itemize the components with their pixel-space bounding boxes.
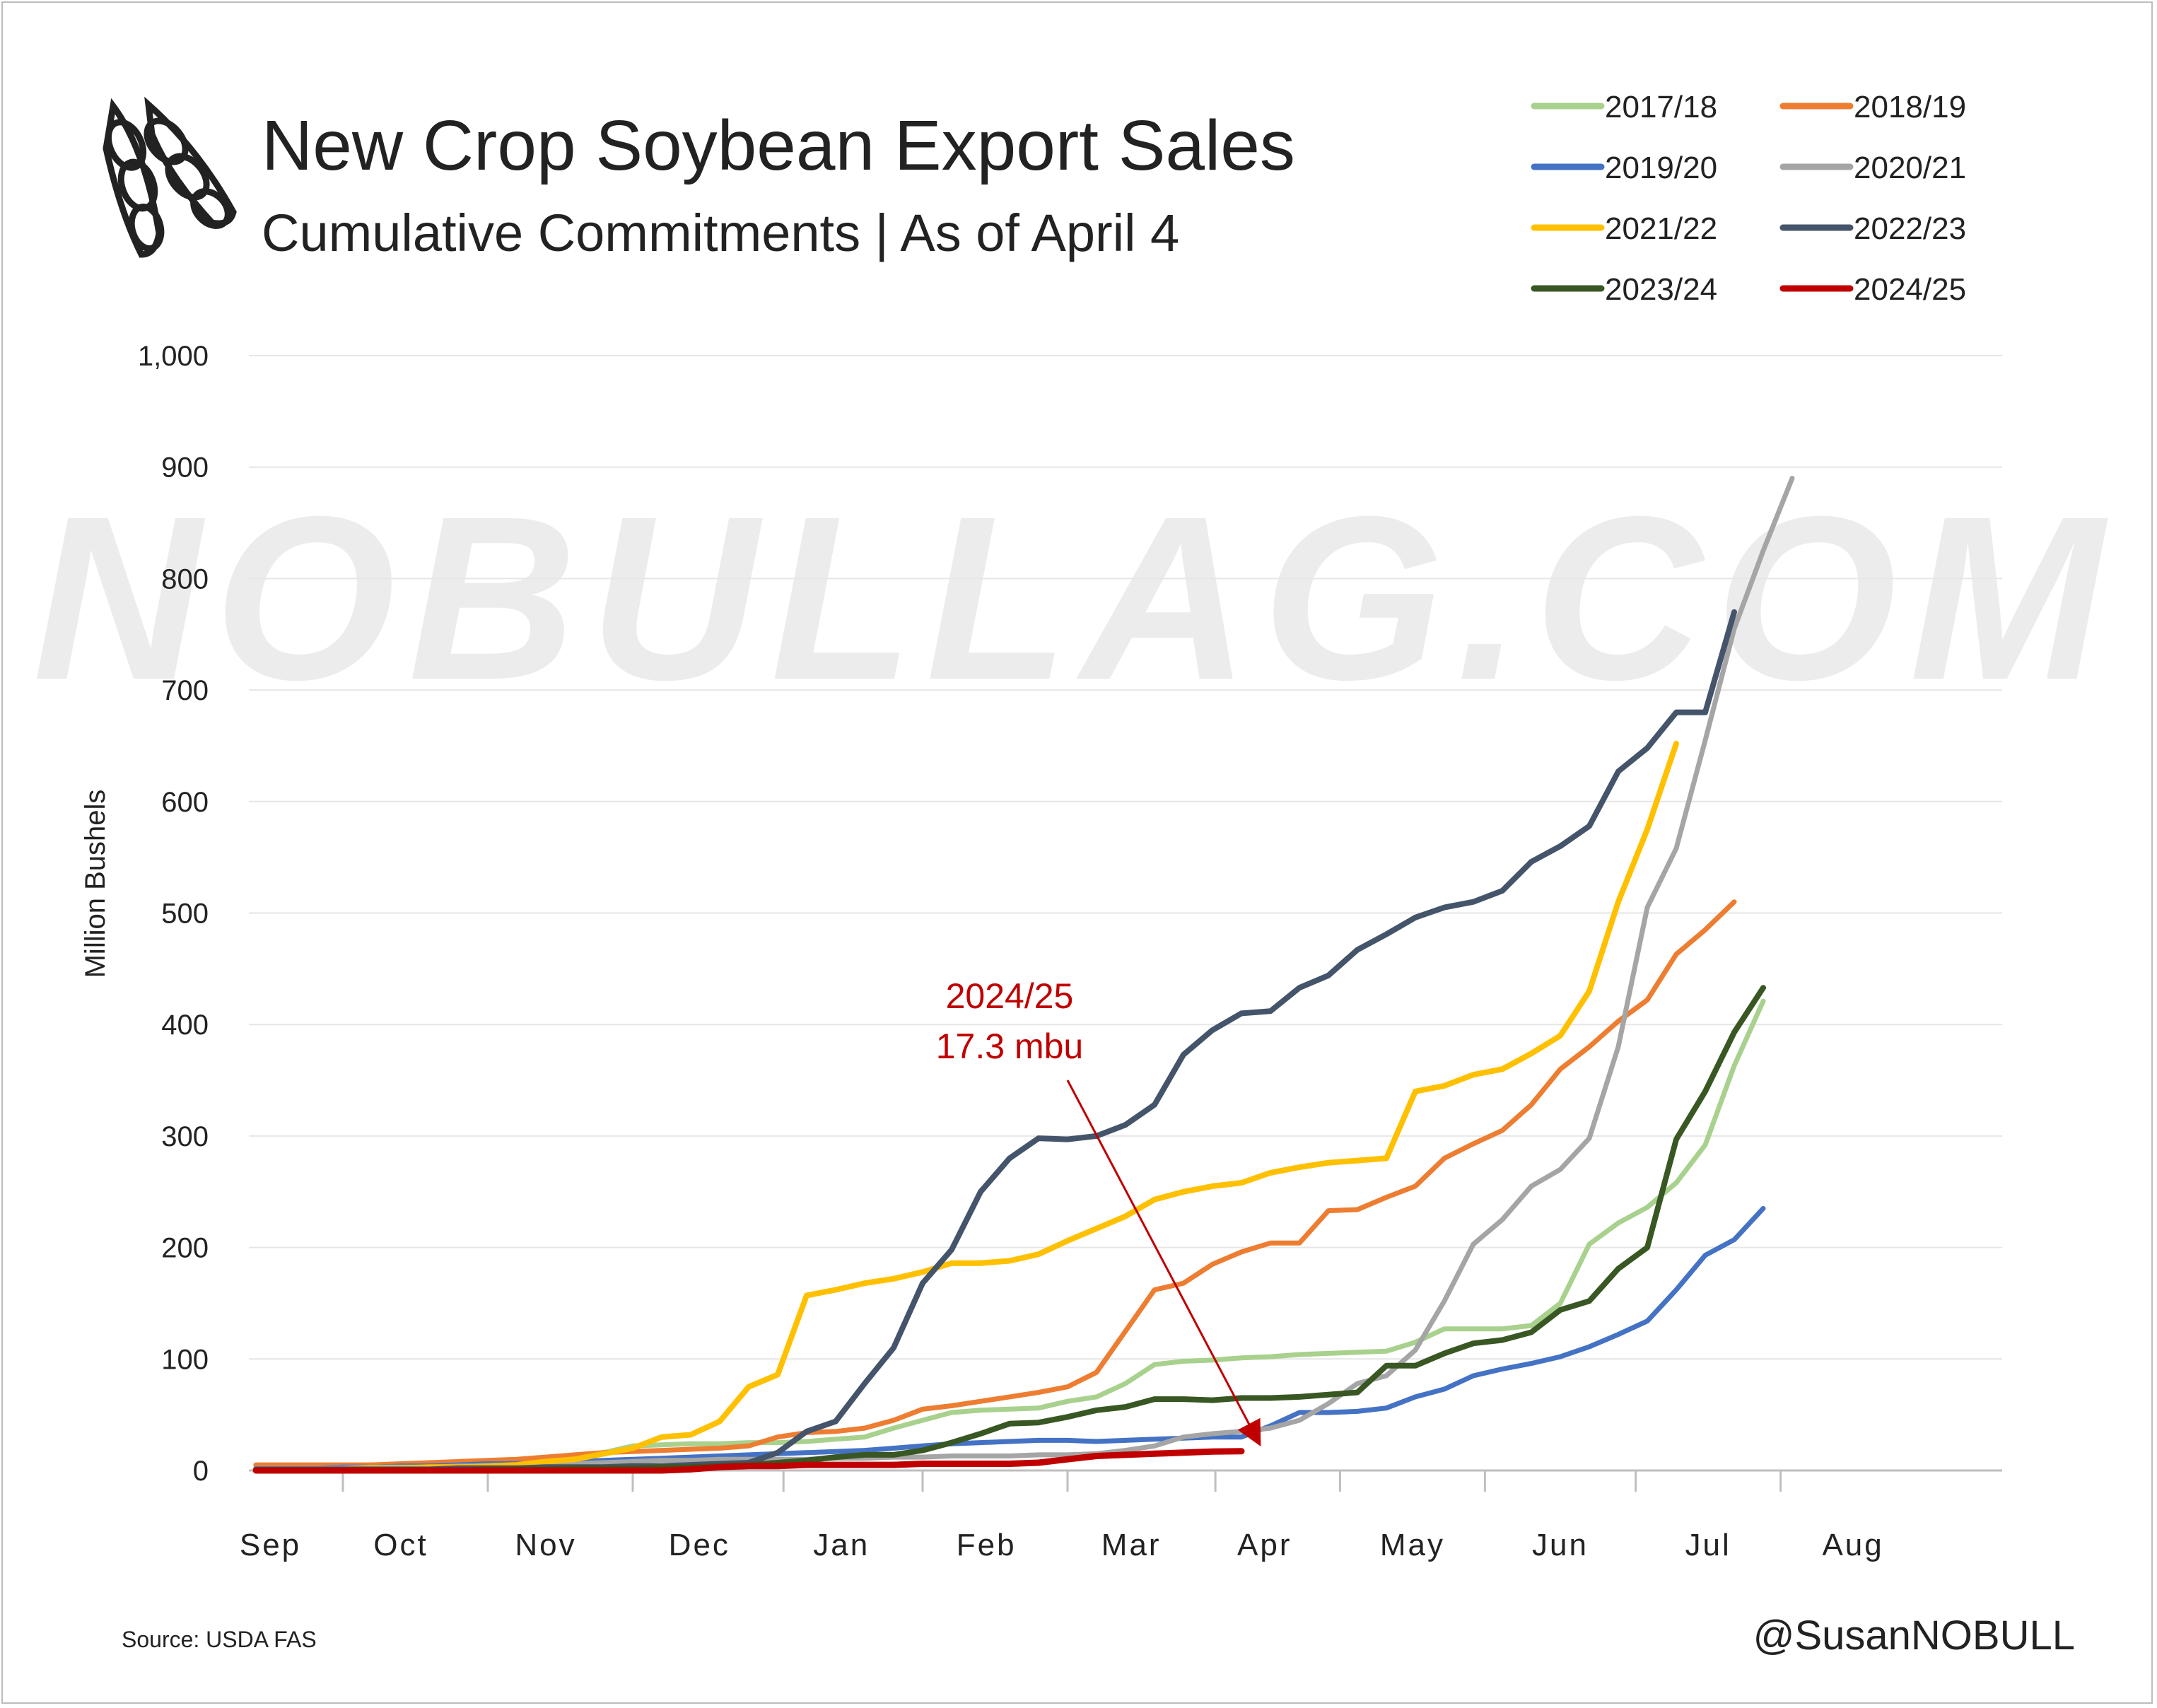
y-tick-label: 700 bbox=[161, 675, 209, 706]
chart-title: New Crop Soybean Export Sales bbox=[262, 106, 1295, 185]
series-line-2024-25 bbox=[252, 1448, 1245, 1474]
x-tick-label: Apr bbox=[1237, 1528, 1292, 1562]
legend-label: 2019/20 bbox=[1605, 151, 1717, 185]
x-tick-labels: Sep Oct Nov Dec Jan Feb Mar Apr May Jun Jul Aug bbox=[240, 1470, 1883, 1562]
source-note: Source: USDA FAS bbox=[122, 1627, 317, 1652]
chart-subtitle: Cumulative Commitments | As of April 4 bbox=[262, 204, 1179, 262]
y-tick-label: 100 bbox=[161, 1344, 209, 1375]
x-tick-label: Oct bbox=[373, 1528, 428, 1562]
y-axis-label: Million Bushels bbox=[80, 790, 111, 978]
x-tick-label: Jan bbox=[813, 1528, 870, 1562]
legend-label: 2021/22 bbox=[1605, 211, 1717, 246]
annotation-label-year: 2024/25 bbox=[946, 976, 1074, 1016]
legend: 2017/18 2018/19 2019/20 2020/21 2021/22 2022/… bbox=[1531, 90, 1966, 307]
series-line-2021-22 bbox=[253, 740, 1679, 1473]
author-handle: @SusanNOBULL bbox=[1753, 1613, 2075, 1659]
y-tick-label: 0 bbox=[193, 1456, 209, 1487]
x-tick-label: Mar bbox=[1101, 1528, 1162, 1562]
x-tick-label: Feb bbox=[957, 1528, 1017, 1562]
legend-label: 2024/25 bbox=[1854, 272, 1966, 307]
x-tick-label: Jul bbox=[1685, 1528, 1731, 1562]
watermark: NOBULLAG.COM bbox=[33, 467, 2116, 728]
grid-lines bbox=[249, 355, 2002, 1472]
legend-label: 2018/19 bbox=[1854, 90, 1966, 124]
annotation-label-value: 17.3 mbu bbox=[936, 1026, 1083, 1066]
soybean-pod-icon bbox=[103, 96, 237, 258]
y-tick-label: 600 bbox=[161, 787, 209, 818]
annotation-arrow bbox=[1066, 1080, 1261, 1447]
y-tick-label: 900 bbox=[161, 452, 209, 484]
series-lines bbox=[252, 476, 1795, 1474]
x-tick-label: May bbox=[1380, 1528, 1445, 1562]
series-line-2018-19 bbox=[253, 899, 1737, 1468]
legend-label: 2017/18 bbox=[1605, 90, 1717, 124]
annotation: 2024/25 17.3 mbu bbox=[936, 976, 1261, 1447]
y-tick-labels: 0 100 200 300 400 500 600 700 800 900 1,000 bbox=[138, 341, 209, 1487]
y-tick-label: 300 bbox=[161, 1121, 209, 1152]
y-tick-label: 500 bbox=[161, 899, 209, 930]
y-tick-label: 800 bbox=[161, 563, 209, 595]
x-tick-label: Dec bbox=[669, 1528, 730, 1562]
legend-label: 2020/21 bbox=[1854, 151, 1966, 185]
legend-label: 2023/24 bbox=[1605, 272, 1717, 307]
y-tick-label: 400 bbox=[161, 1010, 209, 1041]
x-tick-label: Jun bbox=[1532, 1528, 1589, 1562]
x-tick-label: Sep bbox=[240, 1528, 301, 1562]
x-tick-label: Aug bbox=[1822, 1528, 1883, 1562]
y-tick-label: 200 bbox=[161, 1233, 209, 1264]
legend-label: 2022/23 bbox=[1854, 211, 1966, 246]
y-tick-label: 1,000 bbox=[138, 341, 209, 372]
x-tick-label: Nov bbox=[515, 1528, 576, 1562]
